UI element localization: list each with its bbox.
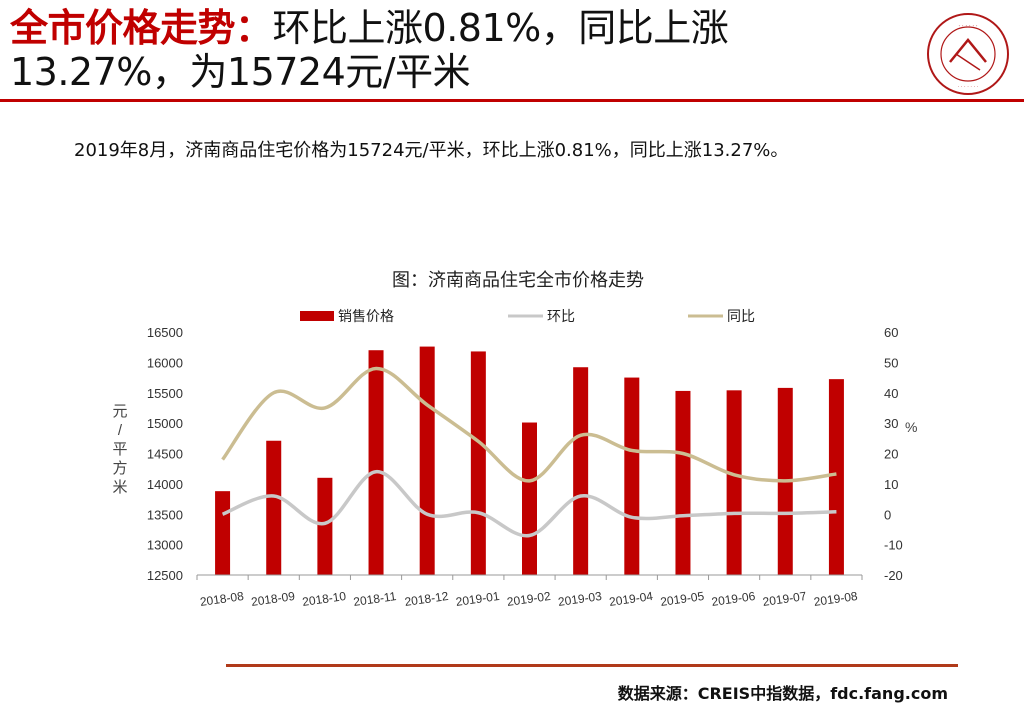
bar-2018-08 xyxy=(215,491,231,575)
page-title: 全市价格走势：环比上涨0.81%，同比上涨13.27%，为15724元/平米 xyxy=(10,6,870,94)
y-right-tick-label: 0 xyxy=(884,507,891,522)
y-right-tick-label: 10 xyxy=(884,477,898,492)
y-left-axis-label: 元 xyxy=(112,403,127,420)
x-tick-label: 2018-10 xyxy=(301,589,347,609)
y-right-tick-label: -20 xyxy=(884,568,903,583)
y-left-tick-label: 13500 xyxy=(147,507,183,522)
y-left-tick-label: 12500 xyxy=(147,568,183,583)
line-series-yoy xyxy=(221,366,837,483)
bar-2018-11 xyxy=(368,350,384,575)
x-tick-label: 2018-09 xyxy=(250,589,296,609)
y-left-tick-label: 14000 xyxy=(147,477,183,492)
x-tick-label: 2019-07 xyxy=(762,589,808,609)
y-left-axis-label: / xyxy=(118,422,123,439)
y-right-tick-label: 60 xyxy=(884,325,898,340)
y-left-axis-label: 平 xyxy=(112,441,127,458)
page-title-rest: 环比上涨0.81%，同比上涨13.27%，为15724元/平米 xyxy=(10,6,729,94)
legend-label-price: 销售价格 xyxy=(338,308,394,324)
header-divider xyxy=(0,99,1024,102)
x-tick-label: 2018-08 xyxy=(199,589,245,609)
chart-title: 图：济南商品住宅全市价格走势 xyxy=(392,270,644,290)
footer-divider xyxy=(226,664,958,667)
y-left-tick-label: 14500 xyxy=(147,447,183,462)
legend-label-mom: 环比 xyxy=(547,308,575,324)
bar-2019-06 xyxy=(726,390,742,575)
bar-2018-09 xyxy=(266,440,282,575)
bar-2019-08 xyxy=(828,379,844,575)
y-left-tick-label: 15000 xyxy=(147,416,183,431)
x-tick-label: 2019-05 xyxy=(659,589,705,609)
x-tick-label: 2018-12 xyxy=(404,589,450,609)
bar-2019-03 xyxy=(573,367,589,575)
x-tick-label: 2019-03 xyxy=(557,589,603,609)
page-title-highlight: 全市价格走势： xyxy=(10,6,273,50)
y-left-axis-label: 米 xyxy=(112,479,127,496)
y-right-tick-label: -10 xyxy=(884,538,903,553)
line-series-mom xyxy=(221,469,837,538)
china-index-academy-logo: · · · · · · · · · · · · · xyxy=(927,13,1009,95)
x-tick-label: 2019-08 xyxy=(813,589,859,609)
y-left-tick-label: 16500 xyxy=(147,325,183,340)
bar-2018-10 xyxy=(317,477,333,575)
bar-2019-04 xyxy=(624,377,640,575)
legend-swatch-price xyxy=(300,311,334,321)
y-right-tick-label: 40 xyxy=(884,386,898,401)
bar-2019-05 xyxy=(675,390,691,575)
legend-label-yoy: 同比 xyxy=(727,308,755,324)
data-source: 数据来源：CREIS中指数据，fdc.fang.com xyxy=(617,684,948,703)
y-left-axis-label: 方 xyxy=(112,460,127,477)
bar-2018-12 xyxy=(419,346,435,575)
svg-text:· · · · · · ·: · · · · · · · xyxy=(958,84,979,90)
svg-text:· · · · · ·: · · · · · · xyxy=(958,24,977,30)
y-right-tick-label: 30 xyxy=(884,416,898,431)
x-tick-label: 2019-01 xyxy=(455,589,501,609)
x-tick-label: 2019-06 xyxy=(711,589,757,609)
y-left-tick-label: 13000 xyxy=(147,538,183,553)
x-tick-label: 2018-11 xyxy=(353,589,398,609)
x-tick-label: 2019-02 xyxy=(506,589,552,609)
y-right-axis-label: % xyxy=(905,419,917,435)
y-left-tick-label: 16000 xyxy=(147,355,183,370)
bar-2019-02 xyxy=(522,422,537,575)
y-right-tick-label: 20 xyxy=(884,447,898,462)
x-tick-label: 2019-04 xyxy=(608,589,654,609)
summary-text: 2019年8月，济南商品住宅价格为15724元/平米，环比上涨0.81%，同比上… xyxy=(74,140,789,161)
bar-2019-01 xyxy=(470,351,486,575)
y-right-tick-label: 50 xyxy=(884,355,898,370)
y-left-tick-label: 15500 xyxy=(147,386,183,401)
